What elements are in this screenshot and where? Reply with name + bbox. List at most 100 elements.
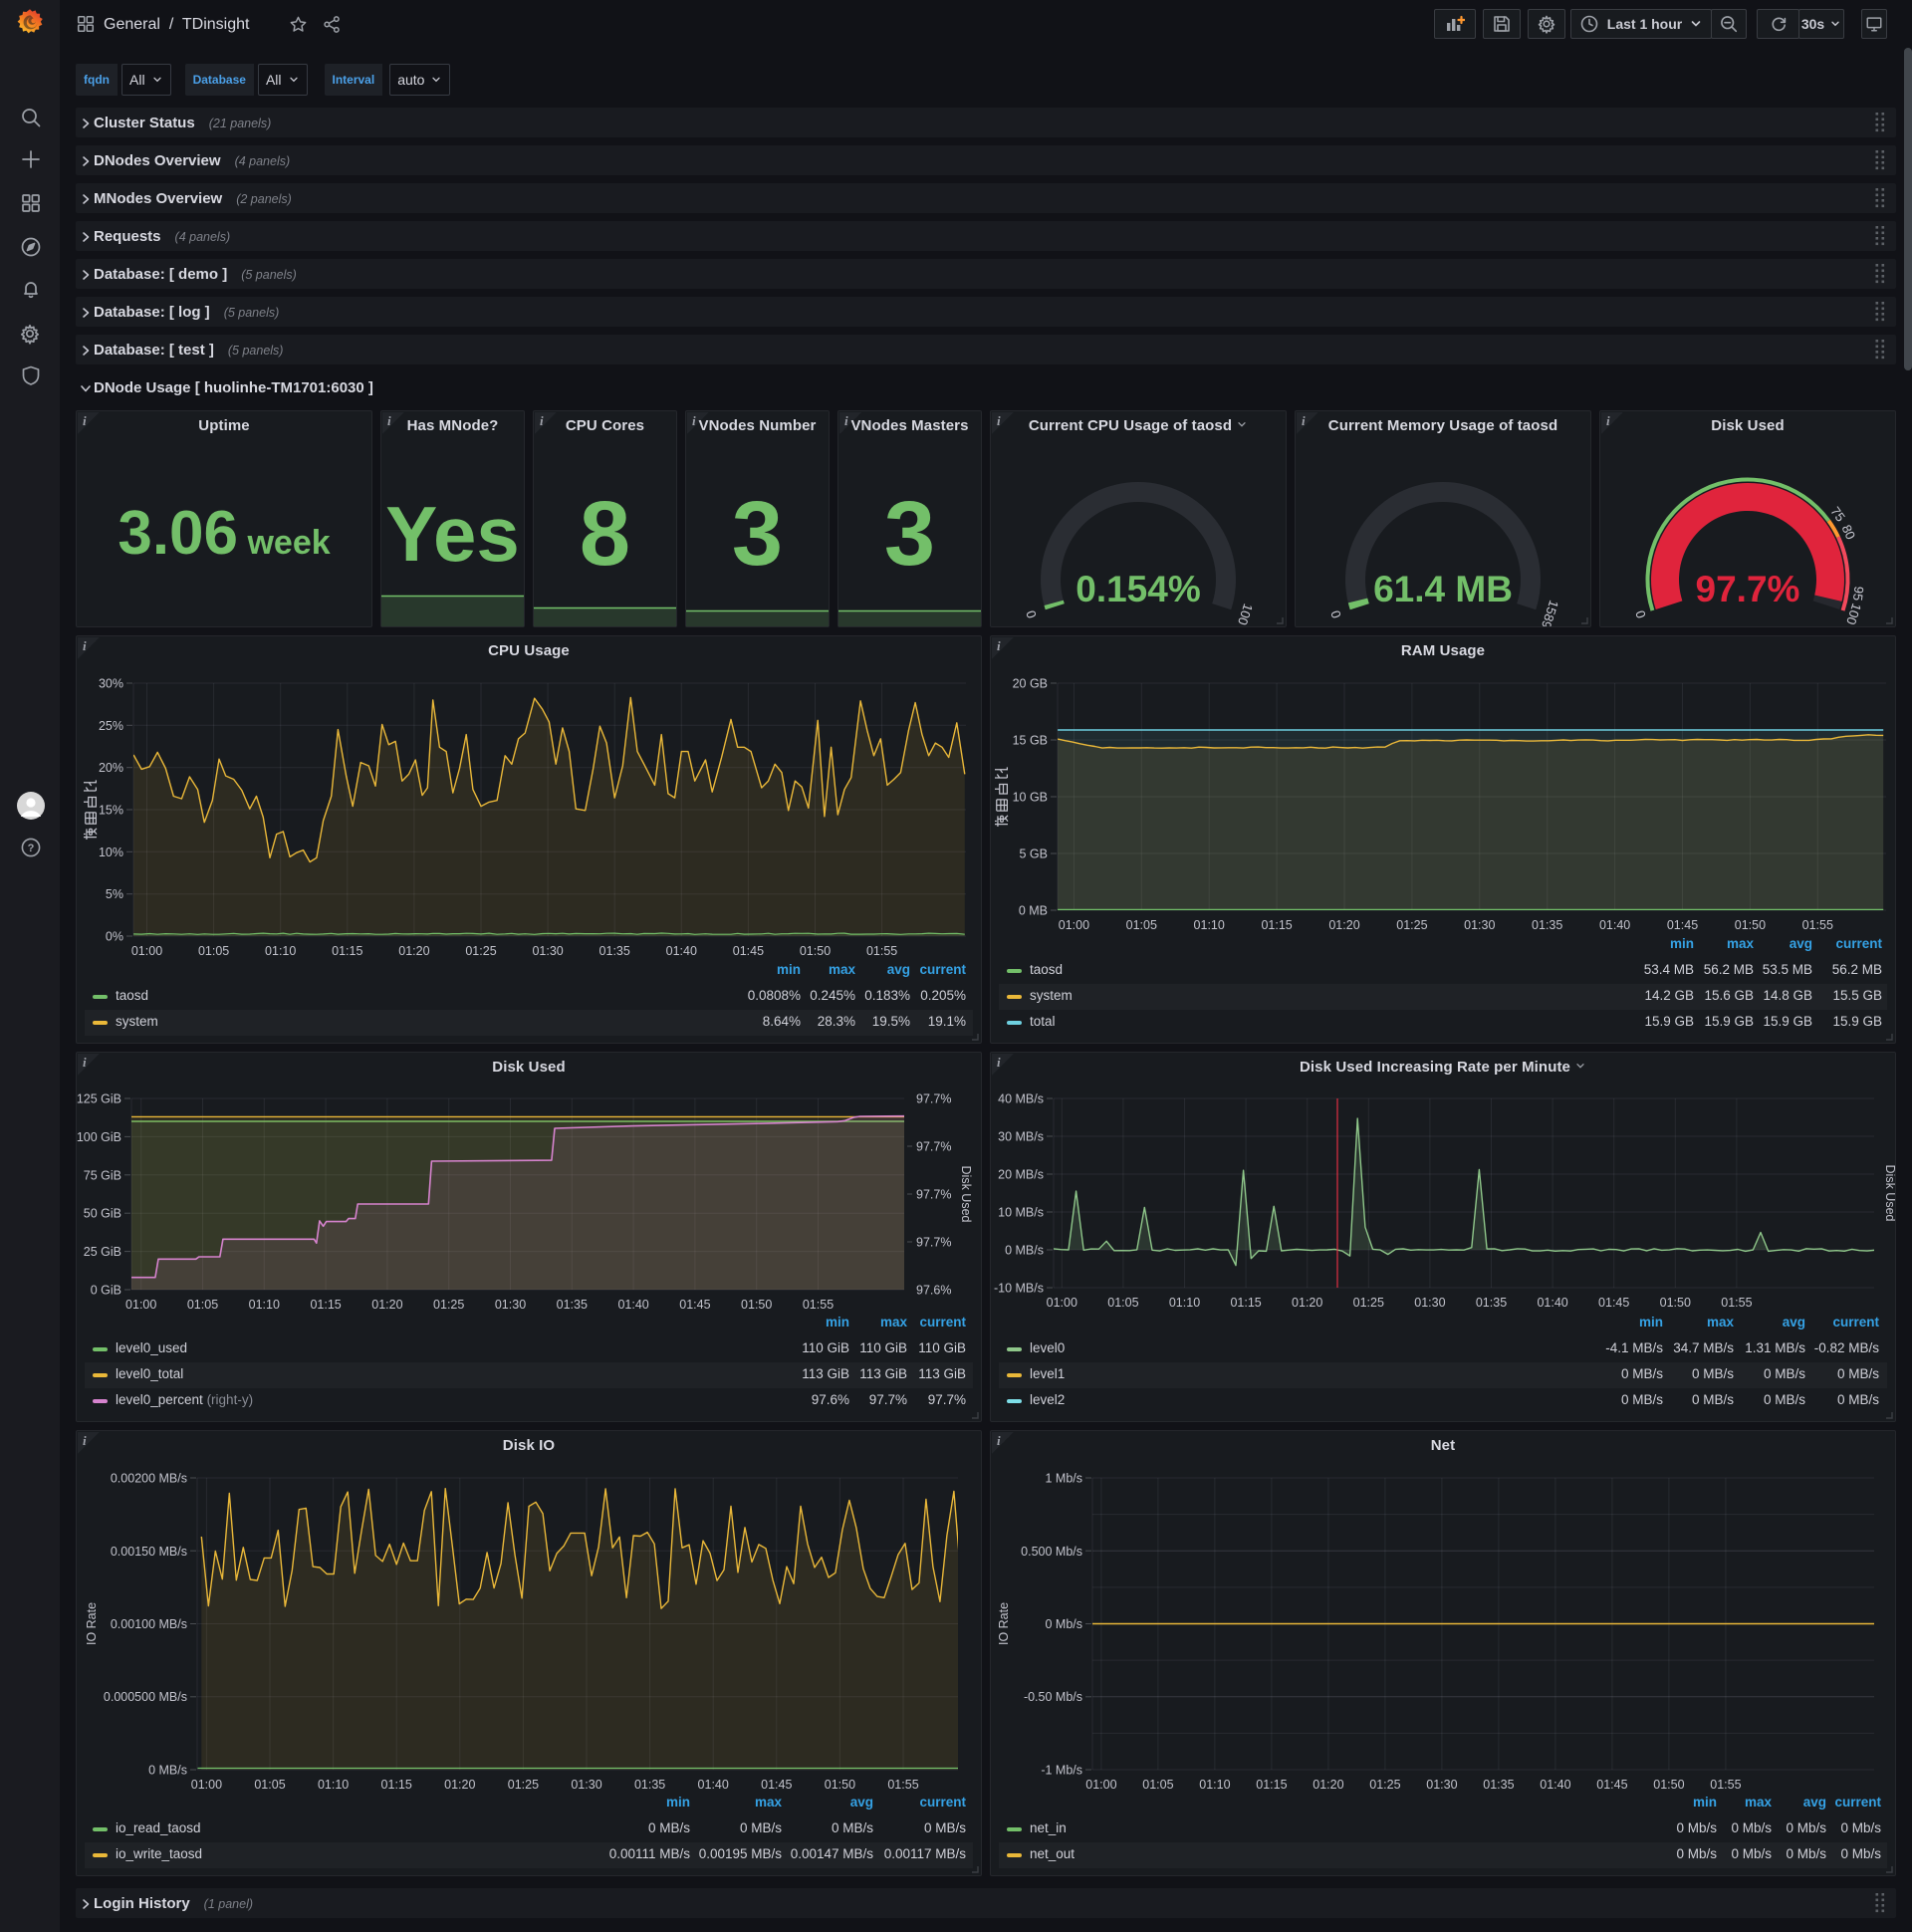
- svg-text:20 MB/s: 20 MB/s: [998, 1168, 1044, 1182]
- svg-text:-10 MB/s: -10 MB/s: [994, 1282, 1044, 1296]
- svg-text:100: 100: [1235, 602, 1256, 626]
- svg-text:01:15: 01:15: [310, 1298, 341, 1312]
- svg-text:0: 0: [1327, 608, 1344, 620]
- svg-text:01:50: 01:50: [1660, 1296, 1691, 1310]
- svg-text:40 MB/s: 40 MB/s: [998, 1092, 1044, 1106]
- svg-text:01:35: 01:35: [634, 1778, 665, 1792]
- svg-text:01:45: 01:45: [679, 1298, 710, 1312]
- svg-text:01:00: 01:00: [1085, 1778, 1116, 1792]
- svg-text:80: 80: [1839, 523, 1859, 542]
- svg-text:01:55: 01:55: [1710, 1778, 1741, 1792]
- svg-text:01:30: 01:30: [495, 1298, 526, 1312]
- svg-text:01:30: 01:30: [1464, 918, 1495, 932]
- svg-text:0%: 0%: [106, 930, 123, 944]
- svg-text:100 GiB: 100 GiB: [77, 1130, 121, 1144]
- svg-text:01:20: 01:20: [398, 944, 429, 958]
- svg-text:01:25: 01:25: [1369, 1778, 1400, 1792]
- svg-text:97.6%: 97.6%: [916, 1284, 951, 1298]
- svg-text:01:30: 01:30: [571, 1778, 601, 1792]
- svg-text:01:25: 01:25: [433, 1298, 464, 1312]
- svg-text:01:35: 01:35: [1532, 918, 1562, 932]
- svg-text:0 MB: 0 MB: [1019, 904, 1048, 918]
- svg-text:01:50: 01:50: [800, 944, 831, 958]
- svg-text:01:45: 01:45: [761, 1778, 792, 1792]
- svg-text:Disk Used: Disk Used: [1883, 1165, 1895, 1222]
- svg-text:01:35: 01:35: [599, 944, 630, 958]
- svg-text:01:15: 01:15: [1261, 918, 1292, 932]
- svg-text:20%: 20%: [99, 761, 123, 775]
- svg-text:97.7%: 97.7%: [916, 1236, 951, 1250]
- svg-text:100: 100: [1843, 602, 1864, 626]
- svg-text:-0.50 Mb/s: -0.50 Mb/s: [1024, 1690, 1082, 1704]
- svg-text:01:30: 01:30: [532, 944, 563, 958]
- svg-text:01:10: 01:10: [1194, 918, 1225, 932]
- svg-text:01:30: 01:30: [1426, 1778, 1457, 1792]
- svg-text:10%: 10%: [99, 845, 123, 859]
- svg-text:01:10: 01:10: [265, 944, 296, 958]
- svg-text:50 GiB: 50 GiB: [84, 1207, 121, 1221]
- svg-text:01:50: 01:50: [1653, 1778, 1684, 1792]
- svg-text:01:50: 01:50: [1735, 918, 1766, 932]
- svg-text:10 MB/s: 10 MB/s: [998, 1206, 1044, 1220]
- svg-text:01:20: 01:20: [1313, 1778, 1343, 1792]
- svg-text:0 MB/s: 0 MB/s: [148, 1764, 187, 1778]
- svg-text:01:45: 01:45: [1596, 1778, 1627, 1792]
- svg-text:01:05: 01:05: [187, 1298, 218, 1312]
- svg-text:01:15: 01:15: [1256, 1778, 1287, 1792]
- svg-text:01:10: 01:10: [249, 1298, 280, 1312]
- svg-text:01:05: 01:05: [254, 1778, 285, 1792]
- svg-text:01:05: 01:05: [1107, 1296, 1138, 1310]
- svg-text:01:40: 01:40: [617, 1298, 648, 1312]
- svg-text:0.00150 MB/s: 0.00150 MB/s: [111, 1545, 187, 1559]
- svg-text:01:15: 01:15: [332, 944, 362, 958]
- svg-text:01:50: 01:50: [825, 1778, 855, 1792]
- svg-text:01:35: 01:35: [1476, 1296, 1507, 1310]
- svg-text:0: 0: [1632, 608, 1649, 620]
- svg-text:0.00100 MB/s: 0.00100 MB/s: [111, 1617, 187, 1631]
- svg-text:0 MB/s: 0 MB/s: [1005, 1244, 1044, 1258]
- svg-text:01:00: 01:00: [131, 944, 162, 958]
- svg-text:1 Mb/s: 1 Mb/s: [1045, 1472, 1082, 1486]
- svg-text:01:55: 01:55: [887, 1778, 918, 1792]
- svg-text:01:20: 01:20: [1328, 918, 1359, 932]
- svg-text:01:10: 01:10: [1199, 1778, 1230, 1792]
- svg-text:97.7%: 97.7%: [916, 1188, 951, 1202]
- svg-text:IO Rate: IO Rate: [997, 1602, 1011, 1645]
- svg-text:01:40: 01:40: [1537, 1296, 1567, 1310]
- svg-text:01:40: 01:40: [1599, 918, 1630, 932]
- svg-text:0.00200 MB/s: 0.00200 MB/s: [111, 1472, 187, 1486]
- svg-text:01:25: 01:25: [508, 1778, 539, 1792]
- svg-text:30%: 30%: [99, 677, 123, 691]
- svg-text:20 GB: 20 GB: [1013, 677, 1048, 691]
- svg-text:?: ?: [28, 843, 35, 854]
- svg-text:01:35: 01:35: [557, 1298, 588, 1312]
- svg-text:0 Mb/s: 0 Mb/s: [1045, 1617, 1082, 1631]
- svg-text:01:45: 01:45: [733, 944, 764, 958]
- svg-text:01:05: 01:05: [1126, 918, 1157, 932]
- svg-text:01:55: 01:55: [1721, 1296, 1752, 1310]
- svg-text:125 GiB: 125 GiB: [77, 1092, 121, 1106]
- svg-text:01:45: 01:45: [1598, 1296, 1629, 1310]
- svg-text:01:25: 01:25: [465, 944, 496, 958]
- svg-text:-1 Mb/s: -1 Mb/s: [1041, 1764, 1082, 1778]
- svg-text:01:20: 01:20: [444, 1778, 475, 1792]
- svg-text:01:10: 01:10: [318, 1778, 349, 1792]
- svg-text:01:50: 01:50: [741, 1298, 772, 1312]
- svg-text:5%: 5%: [106, 887, 123, 901]
- svg-text:15%: 15%: [99, 804, 123, 818]
- svg-text:01:00: 01:00: [1047, 1296, 1077, 1310]
- svg-text:01:40: 01:40: [666, 944, 697, 958]
- svg-text:01:00: 01:00: [1059, 918, 1089, 932]
- svg-text:97.7%: 97.7%: [916, 1092, 951, 1106]
- svg-text:01:55: 01:55: [866, 944, 897, 958]
- svg-text:Disk Used: Disk Used: [959, 1166, 973, 1223]
- svg-text:25%: 25%: [99, 719, 123, 733]
- svg-text:01:45: 01:45: [1667, 918, 1698, 932]
- svg-text:01:40: 01:40: [1540, 1778, 1570, 1792]
- svg-text:01:25: 01:25: [1396, 918, 1427, 932]
- svg-text:95: 95: [1850, 586, 1867, 602]
- svg-text:01:10: 01:10: [1169, 1296, 1200, 1310]
- svg-text:01:40: 01:40: [698, 1778, 729, 1792]
- svg-text:75 GiB: 75 GiB: [84, 1168, 121, 1182]
- svg-text:97.7%: 97.7%: [916, 1140, 951, 1154]
